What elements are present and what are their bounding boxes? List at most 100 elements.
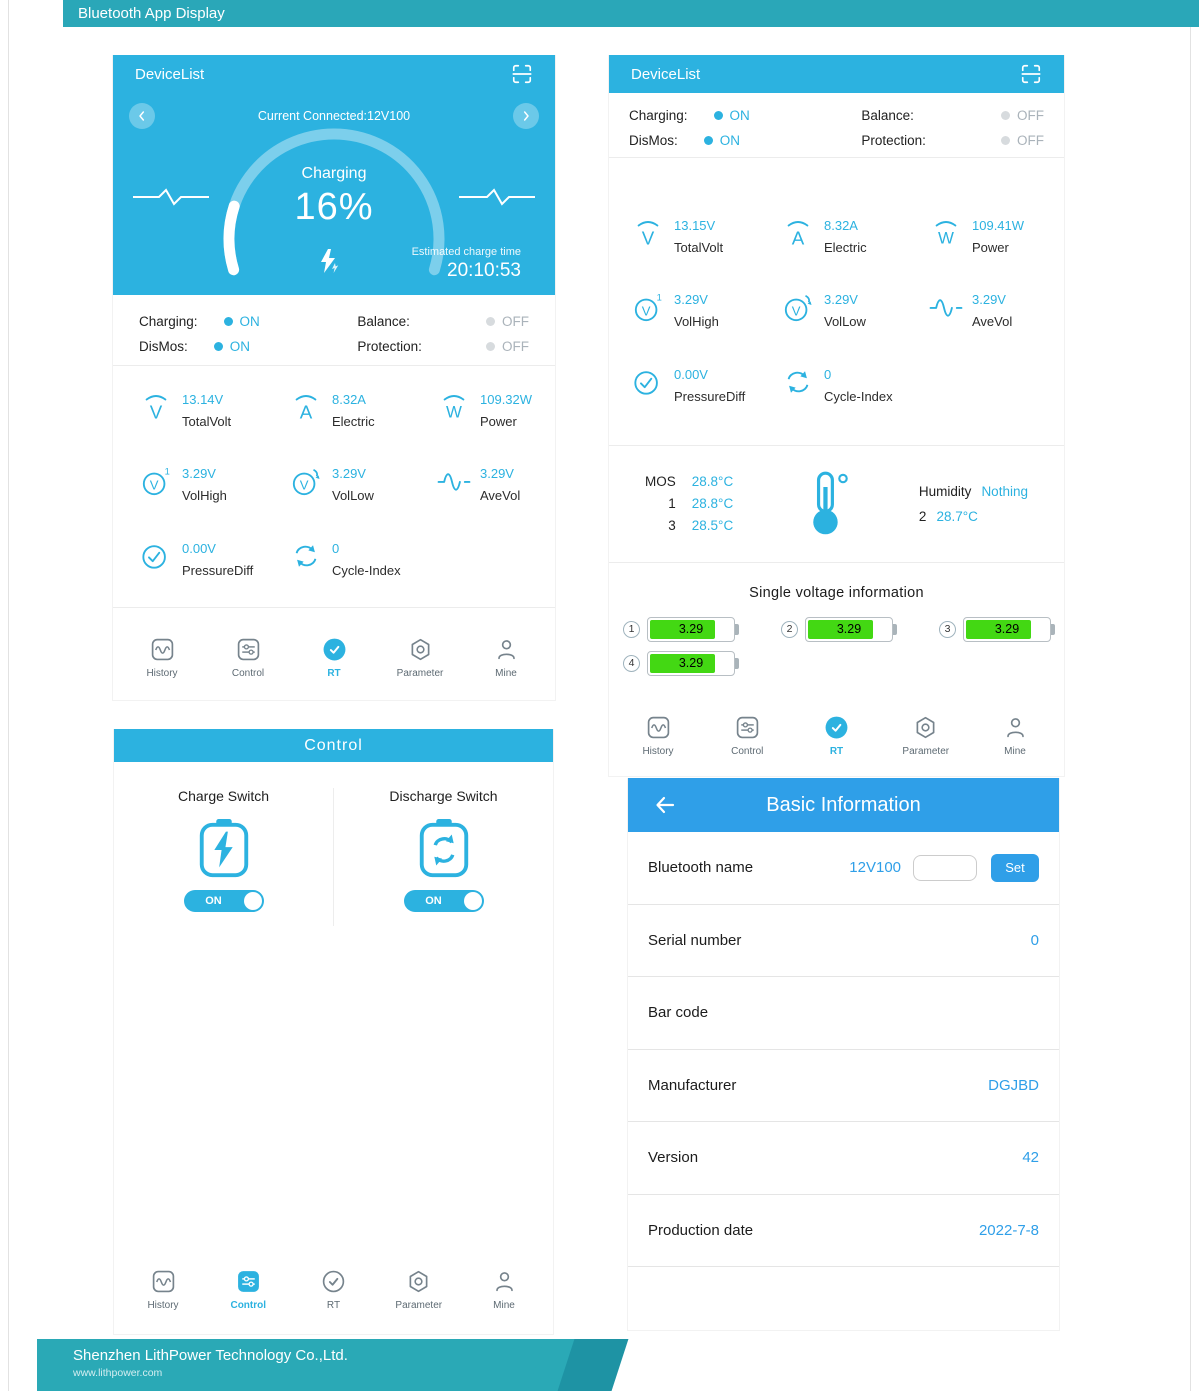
divider (113, 606, 555, 608)
mine-icon (492, 1269, 517, 1294)
charge-percent: 16% (294, 186, 374, 228)
cell-number: 2 (781, 620, 798, 638)
mine-icon (1003, 715, 1028, 740)
status-charging: Charging: ON (629, 108, 861, 123)
scan-icon[interactable] (511, 63, 533, 85)
metric-cycleindex: 0 Cycle-Index (781, 367, 929, 405)
status-balance: Balance: OFF (357, 314, 529, 329)
parameter-icon (406, 1269, 431, 1294)
metric-pressurediff: 0.00V PressureDiff (631, 367, 781, 405)
toggle-knob (243, 892, 262, 910)
tab-rt[interactable]: RT (301, 1269, 367, 1311)
status-label: DisMos: (139, 339, 188, 354)
status-dismos: DisMos: ON (629, 133, 861, 148)
battery-terminal (893, 623, 897, 635)
tab-label: Control (231, 668, 265, 679)
charge-toggle[interactable]: ON (183, 890, 264, 912)
metric-value: 0.00V (674, 366, 708, 382)
cell-value: 3.29 (836, 622, 862, 637)
power-icon (437, 392, 471, 422)
tab-parameter[interactable]: Parameter (893, 715, 959, 757)
status-label: Charging: (629, 108, 688, 123)
lightning-icon (317, 248, 339, 274)
tab-parameter[interactable]: Parameter (387, 637, 453, 679)
metric-totalvolt: 13.15V TotalVolt (631, 218, 781, 256)
single-voltage-title: Single voltage information (749, 584, 924, 601)
metric-label: Electric (332, 414, 375, 429)
avevol-icon (437, 466, 471, 496)
tab-parameter[interactable]: Parameter (386, 1269, 452, 1311)
tab-label: Parameter (395, 1300, 443, 1311)
rt-icon (322, 637, 347, 662)
temperature-table-right: Humidity Nothing 2 28.7°C (919, 484, 1028, 524)
bluetooth-name-input[interactable] (913, 854, 977, 881)
cycleindex-icon (289, 541, 323, 571)
row-serial-number: Serial number 0 (628, 905, 1059, 977)
cell-bar: 3.29 (963, 616, 1051, 642)
metric-value: 0 (824, 366, 832, 382)
status-section: Charging: ON Balance: OFF DisMos: ON Pro… (113, 295, 555, 365)
parameter-icon (913, 715, 938, 740)
status-dot-on (213, 342, 223, 351)
temp-label: 3 (668, 518, 676, 534)
toggle-state: ON (205, 895, 222, 907)
charge-gauge-arc (223, 128, 445, 276)
device-list-screen-gauge: DeviceList Current Connected:12V100 Char… (112, 55, 556, 701)
temperature-section: MOS 28.8°C 1 28.8°C 3 28.5°C Humidity No… (609, 446, 1064, 538)
discharge-toggle[interactable]: ON (403, 890, 484, 912)
tab-mine[interactable]: Mine (473, 637, 539, 679)
next-device-button[interactable] (513, 103, 539, 129)
info-label: Bar code (648, 1004, 709, 1022)
metric-label: VolLow (332, 488, 374, 504)
back-arrow-icon[interactable] (652, 792, 678, 818)
status-charging: Charging: ON (139, 314, 357, 329)
metric-value: 3.29V (182, 466, 216, 482)
temp-value: 28.7°C (936, 508, 978, 524)
tab-label: Mine (493, 1300, 515, 1311)
mine-icon (494, 637, 519, 662)
control-icon (236, 1269, 261, 1294)
tab-control[interactable]: Control (215, 637, 281, 679)
status-section: Charging: ON Balance: OFF DisMos: ON Pro… (609, 93, 1064, 157)
voltage-cells-row-2: 4 3.29 (609, 650, 1064, 676)
volhigh-icon (139, 466, 173, 496)
metric-value: 109.41W (972, 218, 1025, 233)
tab-label: Mine (1004, 746, 1026, 757)
tab-bar: History Control RT Parameter Mine (609, 704, 1064, 772)
totalvolt-icon (631, 218, 665, 248)
status-dot-off (486, 342, 495, 351)
tab-history[interactable]: History (129, 637, 195, 679)
control-header: Control (114, 729, 553, 762)
screen1-title: DeviceList (135, 65, 205, 83)
metric-value: 8.32A (824, 218, 858, 233)
metric-label: TotalVolt (182, 414, 232, 429)
metric-label: TotalVolt (674, 240, 724, 255)
set-button[interactable]: Set (991, 853, 1039, 882)
tab-control[interactable]: Control (714, 715, 780, 757)
tab-history[interactable]: History (625, 715, 691, 757)
metrics-grid: 13.15V TotalVolt 8.32A Electric 109.41W Pow… (609, 218, 1064, 405)
connected-device-label: Current Connected:12V100 (257, 109, 411, 123)
metric-value: 0 (332, 540, 340, 556)
tab-label: Control (731, 746, 764, 757)
temp-label: MOS (645, 474, 676, 490)
screen1-header: DeviceList (113, 55, 555, 93)
metric-value: 3.29V (674, 292, 708, 308)
tab-rt[interactable]: RT (301, 637, 367, 679)
charge-switch-column: Charge Switch ON (114, 788, 333, 926)
tab-label: RT (326, 1300, 341, 1311)
tab-control[interactable]: Control (215, 1269, 281, 1311)
prev-device-button[interactable] (129, 103, 155, 129)
info-value: 12V100 (849, 859, 901, 877)
metric-label: PressureDiff (674, 388, 746, 404)
metric-power: 109.32W Power (437, 392, 555, 430)
row-version: Version 42 (628, 1122, 1059, 1195)
cell-bar: 3.29 (805, 616, 893, 642)
tab-mine[interactable]: Mine (471, 1269, 537, 1311)
tab-mine[interactable]: Mine (982, 715, 1048, 757)
scan-icon[interactable] (1020, 63, 1042, 85)
tab-rt[interactable]: RT (804, 715, 870, 757)
tab-history[interactable]: History (130, 1269, 196, 1311)
metric-totalvolt: 13.14V TotalVolt (139, 392, 289, 430)
metric-volhigh: 3.29V VolHigh (631, 292, 781, 330)
